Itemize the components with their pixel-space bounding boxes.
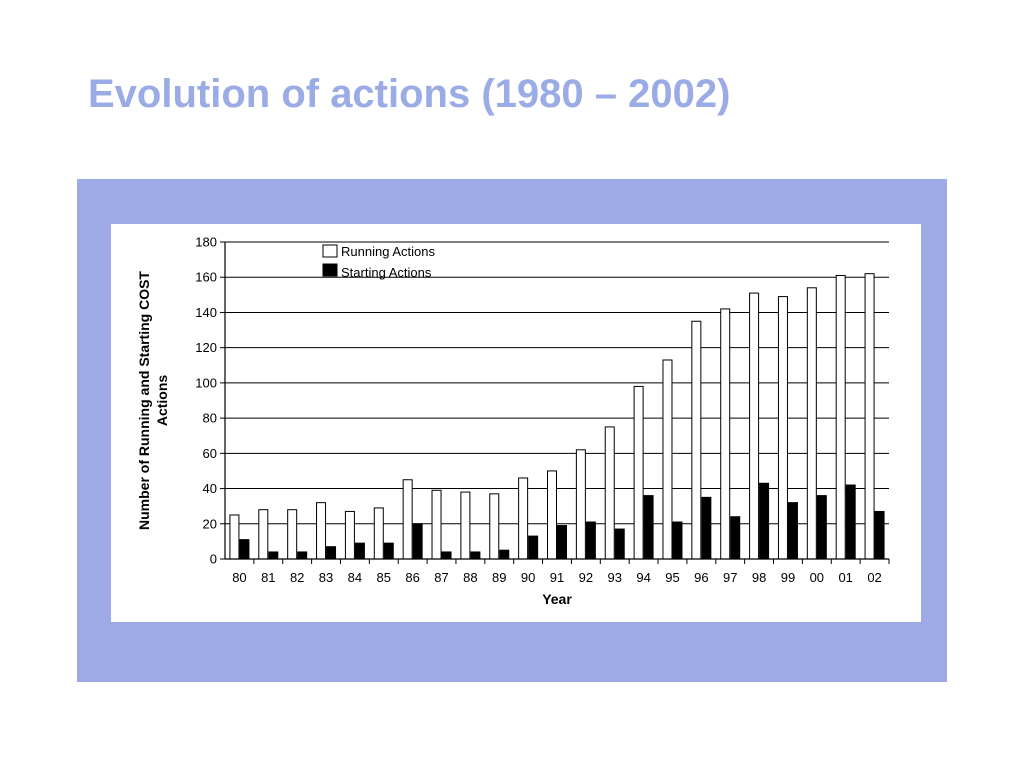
- bar-running-02: [864, 273, 875, 560]
- legend: Running Actions Starting Actions: [322, 244, 435, 280]
- bar-running-98: [749, 292, 760, 560]
- legend-swatch-running: [322, 244, 338, 258]
- bar-running-90: [518, 477, 529, 560]
- bar-running-82: [287, 509, 298, 560]
- bar-starting-88: [470, 551, 481, 560]
- x-category-label: 94: [636, 570, 650, 585]
- bar-starting-01: [845, 484, 856, 560]
- bar-starting-94: [643, 495, 654, 560]
- bar-starting-91: [557, 525, 567, 560]
- y-tick-label: 140: [195, 305, 217, 320]
- x-category-label: 01: [838, 570, 852, 585]
- bar-running-85: [373, 507, 384, 560]
- bar-starting-95: [672, 521, 683, 560]
- bar-starting-99: [787, 502, 798, 560]
- bar-running-83: [316, 502, 327, 560]
- x-category-label: 02: [867, 570, 881, 585]
- bar-running-84: [344, 510, 355, 560]
- slide-title: Evolution of actions (1980 – 2002): [88, 72, 731, 116]
- x-category-label: 84: [348, 570, 362, 585]
- x-category-label: 80: [232, 570, 246, 585]
- bar-starting-89: [499, 549, 510, 560]
- bar-running-99: [777, 296, 788, 560]
- x-category-label: 89: [492, 570, 506, 585]
- axes: [220, 241, 890, 564]
- bar-running-81: [258, 509, 269, 560]
- bar-running-94: [633, 385, 644, 560]
- bar-starting-83: [326, 546, 337, 560]
- y-tick-labels: 0 20 40 60 80 100 120 140 160 180: [195, 235, 217, 567]
- y-tick-label: 60: [203, 446, 217, 461]
- x-category-label: 93: [608, 570, 622, 585]
- chart-panel: 0 20 40 60 80 100 120 140 160 180 80 81 82 83 84 85 86 8…: [111, 224, 921, 622]
- bar-running-91: [547, 470, 557, 560]
- bar-starting-02: [874, 510, 885, 560]
- bar-starting-82: [297, 551, 308, 560]
- bar-running-86: [402, 479, 413, 560]
- bar-starting-96: [701, 496, 712, 560]
- bar-starting-84: [354, 542, 365, 560]
- y-axis-title-line-1: Number of Running and Starting COST: [136, 271, 152, 530]
- x-category-label: 90: [521, 570, 535, 585]
- y-tick-label: 0: [210, 552, 217, 567]
- x-axis-title: Year: [542, 591, 572, 607]
- x-category-label: 98: [752, 570, 766, 585]
- bar-starting-80: [239, 539, 250, 560]
- x-category-label: 91: [550, 570, 564, 585]
- x-category-labels: 80 81 82 83 84 85 86 87 88 89 90 91 92 93 94 95 96 97 98 99…: [232, 570, 882, 585]
- x-category-label: 99: [781, 570, 795, 585]
- bar-starting-93: [614, 528, 625, 560]
- y-tick-label: 180: [195, 235, 217, 250]
- bar-starting-86: [412, 523, 423, 560]
- legend-swatch-starting: [322, 263, 338, 277]
- y-tick-label: 20: [203, 516, 217, 531]
- bar-running-89: [489, 493, 500, 560]
- bar-running-97: [720, 308, 731, 560]
- y-tick-label: 40: [203, 481, 217, 496]
- bar-starting-85: [383, 542, 394, 560]
- bar-starting-00: [816, 495, 827, 560]
- x-category-label: 96: [694, 570, 708, 585]
- y-tick-label: 100: [195, 375, 217, 390]
- bar-running-96: [691, 320, 702, 560]
- x-category-label: 85: [377, 570, 391, 585]
- bar-starting-81: [268, 551, 279, 560]
- x-category-label: 82: [290, 570, 304, 585]
- x-category-label: 81: [261, 570, 275, 585]
- bar-starting-87: [441, 551, 452, 560]
- bar-series: [229, 273, 885, 560]
- y-tick-label: 160: [195, 270, 217, 285]
- bar-starting-98: [759, 482, 770, 560]
- bar-running-80: [229, 514, 240, 560]
- x-category-label: 00: [810, 570, 824, 585]
- x-category-label: 88: [463, 570, 477, 585]
- bar-running-92: [575, 449, 586, 560]
- x-category-label: 83: [319, 570, 333, 585]
- bar-starting-90: [528, 535, 539, 560]
- bar-running-87: [431, 489, 442, 560]
- bar-starting-97: [730, 516, 741, 560]
- bar-running-95: [662, 359, 673, 560]
- bar-running-88: [460, 491, 471, 560]
- bar-starting-92: [585, 521, 596, 560]
- x-category-label: 95: [665, 570, 679, 585]
- x-category-label: 87: [434, 570, 448, 585]
- legend-label-starting: Starting Actions: [341, 265, 432, 280]
- y-tick-label: 120: [195, 340, 217, 355]
- bar-running-00: [806, 287, 817, 560]
- x-category-label: 86: [405, 570, 419, 585]
- y-tick-label: 80: [203, 411, 217, 426]
- legend-label-running: Running Actions: [341, 244, 435, 259]
- y-axis-title-line-2: Actions: [154, 375, 170, 427]
- x-category-label: 97: [723, 570, 737, 585]
- x-category-label: 92: [579, 570, 593, 585]
- bar-running-93: [604, 426, 615, 560]
- bar-running-01: [835, 274, 846, 560]
